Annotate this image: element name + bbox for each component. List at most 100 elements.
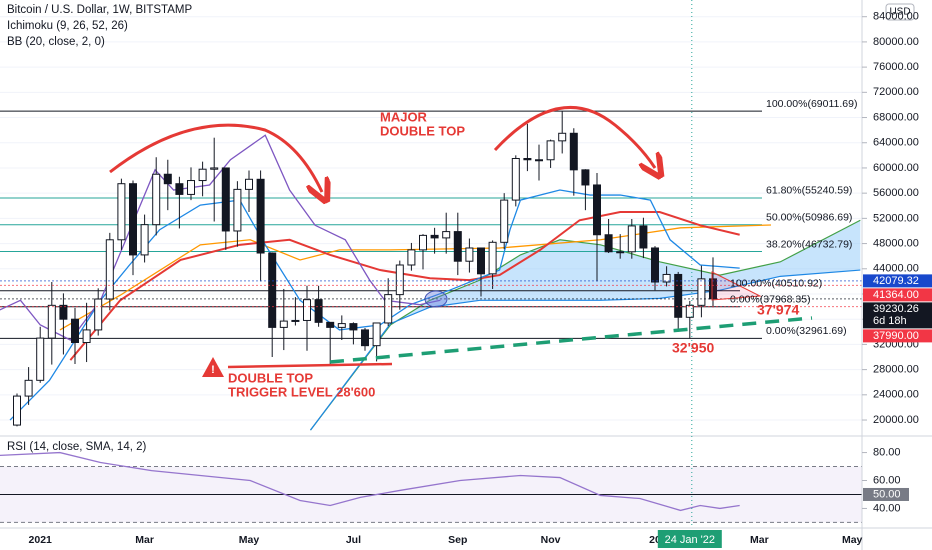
candle-body [129, 183, 137, 256]
y-tick-label: 76000.00 [873, 61, 919, 73]
candle-body [662, 273, 671, 283]
y-tick-label: 68000.00 [873, 111, 919, 123]
fib-label: 0.00%(32961.69) [766, 325, 847, 337]
candle-body [581, 169, 590, 186]
candle-body [419, 234, 427, 251]
x-tick-label: May [239, 534, 260, 546]
x-tick-label: May [842, 534, 863, 546]
candle-body [349, 323, 358, 331]
y-tick-label: 84000.00 [873, 11, 919, 23]
y-tick-label: 60000.00 [873, 162, 919, 174]
y-tick-label: 52000.00 [873, 212, 919, 224]
candle-body [430, 234, 439, 239]
countdown: 6d 18h [873, 315, 907, 327]
candle-body [604, 234, 613, 253]
annotation: DOUBLE TOP [228, 370, 313, 385]
candle-body [245, 178, 253, 190]
candle-body [616, 251, 625, 254]
rsi-pane [0, 451, 862, 523]
annotation: 37'974 [757, 302, 799, 318]
arrow [109, 123, 322, 192]
x-tick-label: Mar [135, 534, 154, 546]
price-marker-label: 42079.32 [873, 275, 919, 287]
y-tick-label: 20000.00 [873, 414, 919, 426]
currency: USD [889, 7, 910, 18]
x-tick-label: 20 [649, 534, 661, 546]
rsi-middle-badge [863, 487, 909, 501]
cloud [310, 220, 861, 431]
candle-body [279, 320, 288, 328]
price-marker-label: 37990.00 [873, 330, 919, 342]
candle-body [558, 132, 567, 142]
indicator-line [9, 189, 740, 421]
candle-body [407, 249, 416, 266]
indicator-line [59, 224, 772, 331]
candle-body [674, 273, 683, 318]
header-bb: BB (20, close, 2, 0) [7, 36, 105, 48]
candle-body [71, 318, 79, 344]
fib-label: 61.80%(55240.59) [766, 185, 852, 197]
cloud-edge [310, 219, 861, 431]
candle-body [47, 304, 56, 339]
candle-body [163, 173, 172, 185]
warning-triangle [202, 357, 224, 377]
candle-body [361, 329, 369, 347]
candle-body [477, 247, 485, 275]
trigger-line [227, 362, 393, 369]
candle-body [59, 304, 68, 320]
currency-badge[interactable] [885, 3, 915, 21]
candle-body [13, 395, 21, 426]
candle-body [384, 294, 393, 324]
y-tick-label: 80000.00 [873, 36, 919, 48]
y-tick-label: 44000.00 [873, 263, 919, 275]
price-marker [863, 329, 932, 343]
candle-body [36, 337, 45, 381]
header-ichimoku: Ichimoku (9, 26, 52, 26) [7, 20, 128, 32]
date-marker [657, 530, 722, 548]
warning-icon: ! [202, 357, 224, 377]
y-tick-label: 56000.00 [873, 187, 919, 199]
candle-body [697, 278, 706, 306]
candle-body [198, 168, 207, 182]
candle-body [395, 264, 404, 296]
date-marker-label: 24 Jan '22 [665, 534, 715, 546]
y-tick-label: 64000.00 [873, 137, 919, 149]
header-title: Bitcoin / U.S. Dollar, 1W, BITSTAMP [7, 4, 192, 16]
candle-body [187, 180, 195, 195]
y-tick-label: 80.00 [873, 446, 901, 458]
candle-body [500, 199, 509, 243]
rsi-line [0, 451, 740, 512]
price-marker [863, 274, 932, 288]
highlight [424, 290, 448, 308]
arrow [493, 105, 655, 168]
candle-body [291, 319, 300, 322]
candle-body [488, 241, 497, 275]
candle-body [651, 247, 659, 283]
rsi-title: RSI (14, close, SMA, 14, 2) [7, 441, 147, 453]
candle-body [453, 231, 462, 262]
fib-label: 38.20%(46732.79) [766, 238, 852, 250]
candle-body [105, 239, 114, 300]
candle-body [546, 140, 555, 161]
candle-body [569, 132, 578, 171]
rsi-middle-label: 50.00 [873, 488, 901, 500]
candle-body [314, 299, 323, 323]
drawings [109, 105, 813, 369]
annotation: 32'950 [672, 340, 714, 356]
candle-body [442, 231, 451, 239]
indicator-line [69, 211, 740, 361]
candle-body [268, 252, 277, 328]
candle-body [94, 298, 103, 331]
x-tick-label: Sep [448, 534, 467, 546]
annotation: TRIGGER LEVEL 28'600 [228, 384, 375, 399]
price-marker [863, 288, 932, 302]
candle-body [535, 159, 543, 162]
shape [711, 271, 762, 301]
candle-body [256, 178, 265, 254]
price-marker-label: 39230.26 [873, 303, 919, 315]
warning-mark: ! [211, 364, 215, 376]
candle-body [593, 184, 601, 236]
candle-body [523, 157, 532, 161]
